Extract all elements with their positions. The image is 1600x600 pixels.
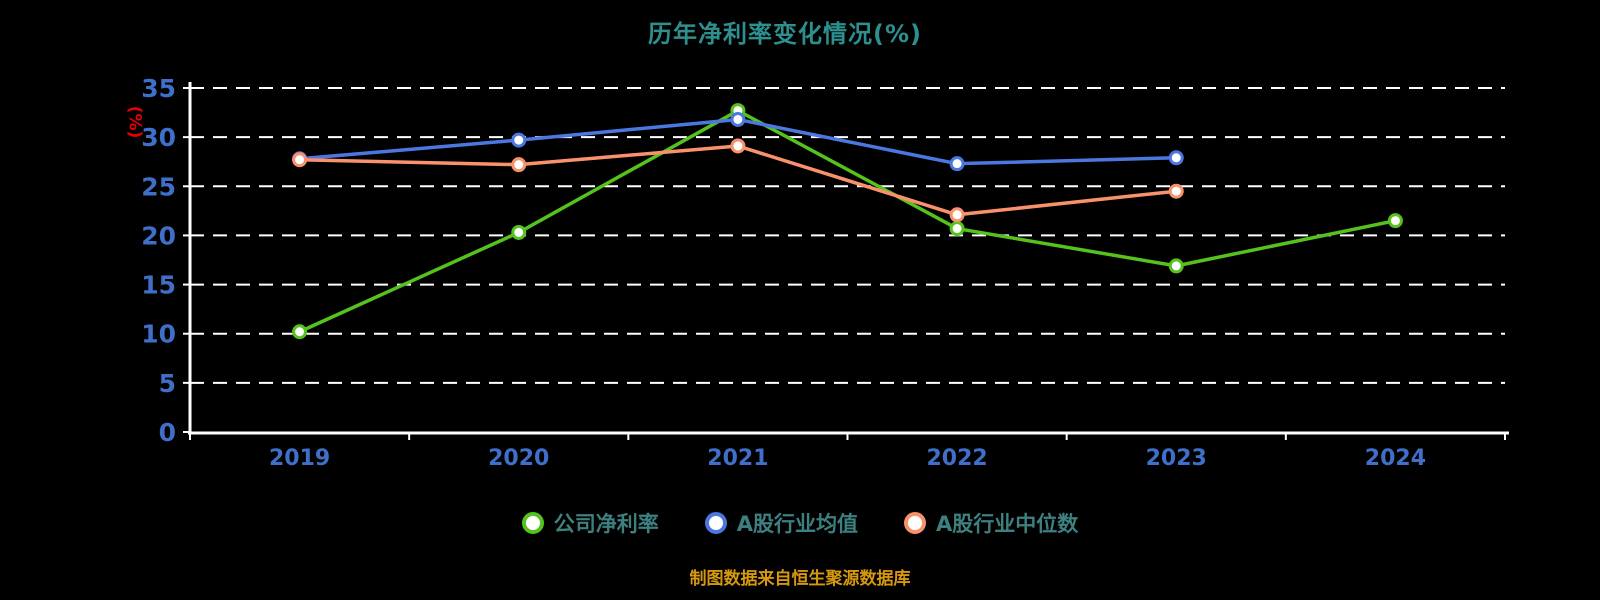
svg-text:5: 5 (159, 369, 176, 398)
svg-text:15: 15 (141, 271, 176, 300)
legend-item-industry-median: A股行业中位数 (904, 508, 1078, 538)
svg-text:2023: 2023 (1146, 446, 1207, 471)
legend-marker-industry-median-icon (904, 512, 926, 534)
legend-label-industry-median: A股行业中位数 (936, 512, 1079, 536)
svg-text:25: 25 (141, 172, 176, 201)
legend-marker-company-net-margin-icon (521, 512, 544, 534)
svg-text:20: 20 (141, 221, 176, 250)
svg-text:2019: 2019 (269, 446, 330, 471)
svg-text:2020: 2020 (488, 446, 549, 471)
svg-text:2024: 2024 (1365, 446, 1426, 471)
chart-title: 历年净利率变化情况(%) (648, 20, 922, 48)
legend-marker-industry-mean-icon (704, 512, 727, 534)
svg-text:2022: 2022 (926, 446, 987, 471)
svg-text:30: 30 (141, 123, 176, 152)
data-source-note: 制图数据来自恒生聚源数据库 (689, 569, 911, 589)
svg-text:10: 10 (141, 320, 176, 349)
svg-text:0: 0 (159, 418, 176, 447)
svg-text:2021: 2021 (707, 446, 768, 471)
legend-label-company-net-margin: 公司净利率 (553, 512, 659, 536)
legend: 公司净利率 A股行业均值 A股行业中位数 (0, 508, 1600, 538)
legend-item-company-net-margin: 公司净利率 (521, 508, 659, 538)
svg-text:35: 35 (141, 74, 176, 103)
legend-label-industry-mean: A股行业均值 (736, 512, 858, 536)
legend-item-industry-mean: A股行业均值 (704, 508, 858, 538)
